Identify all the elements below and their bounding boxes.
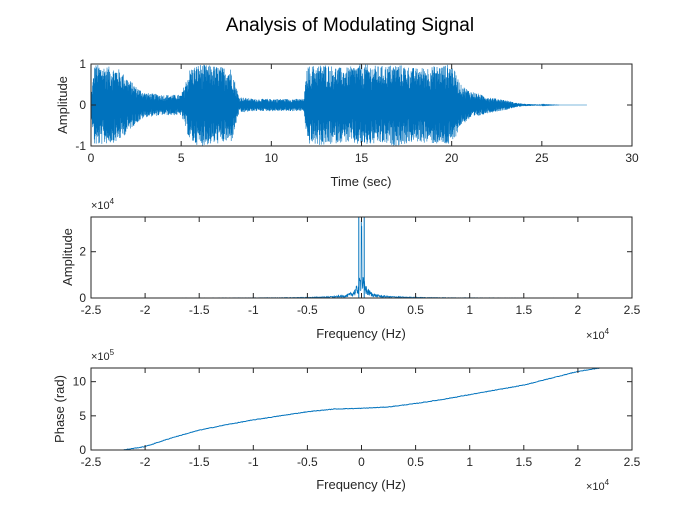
phase-spectrum-series: [122, 367, 601, 451]
x-tick-label: 0.5: [407, 455, 424, 469]
x-tick-label: 5: [178, 151, 185, 165]
time-domain-ylabel: Amplitude: [55, 76, 70, 134]
x-tick-label: 2: [575, 303, 582, 317]
magnitude-spectrum-y-exponent: ×104: [91, 197, 115, 212]
x-tick-label: 2.5: [624, 455, 641, 469]
magnitude-spectrum-x-exponent: ×104: [586, 327, 610, 342]
y-tick-label: 10: [73, 375, 87, 389]
figure-title: Analysis of Modulating Signal: [226, 15, 474, 36]
x-tick-label: 0: [358, 303, 365, 317]
x-tick-label: 0.5: [407, 303, 424, 317]
x-tick-label: 1.5: [515, 455, 532, 469]
x-tick-label: -2: [140, 455, 151, 469]
magnitude-spectrum-y-ticks: 02: [79, 245, 632, 305]
magnitude-spectrum-x-ticks: -2.5 -2 -1.5 -1 -0.5 0 0.5 1 1.5 2 2.5: [81, 217, 641, 317]
phase-spectrum-axes: -2.5 -2 -1.5 -1 -0.5 0 0.5 1 1.5 2 2.5 0 5 10 Freque…: [52, 348, 641, 493]
y-tick-label: 0: [79, 291, 86, 305]
y-tick-label: -1: [75, 139, 86, 153]
x-tick-label: 15: [355, 151, 369, 165]
x-tick-label: -2.5: [81, 303, 102, 317]
x-tick-label: 30: [625, 151, 639, 165]
time-domain-series: [90, 64, 587, 146]
time-domain-y-ticks: -1 0 1: [75, 57, 632, 153]
magnitude-spectrum-axes: -2.5 -2 -1.5 -1 -0.5 0 0.5 1 1.5 2 2.5 02 Frequenc…: [60, 197, 641, 342]
y-tick-label: 0: [79, 443, 86, 457]
x-tick-label: -1.5: [189, 455, 210, 469]
x-tick-label: -2.5: [81, 455, 102, 469]
x-tick-label: 2: [575, 455, 582, 469]
time-domain-xlabel: Time (sec): [331, 174, 392, 189]
y-tick-label: 2: [79, 245, 86, 259]
phase-spectrum-x-exponent: ×104: [586, 478, 610, 493]
y-tick-label: 1: [79, 57, 86, 71]
y-tick-label: 5: [79, 409, 86, 423]
magnitude-spectrum-ylabel: Amplitude: [60, 228, 75, 286]
time-domain-signal: [90, 64, 587, 146]
x-tick-label: -0.5: [297, 303, 318, 317]
x-tick-label: -1: [248, 303, 259, 317]
phase-spectrum-xlabel: Frequency (Hz): [316, 477, 406, 492]
x-tick-label: -0.5: [297, 455, 318, 469]
time-domain-axes: 0 5 10 15 20 25 30 -101 Time (sec) Amplitude: [55, 57, 639, 189]
x-tick-label: 1: [466, 303, 473, 317]
x-tick-label: 10: [265, 151, 279, 165]
x-tick-label: -2: [140, 303, 151, 317]
x-tick-label: 2.5: [624, 303, 641, 317]
x-tick-label: 1.5: [515, 303, 532, 317]
x-tick-label: 20: [445, 151, 459, 165]
phase-spectrum-line: [122, 367, 601, 451]
phase-spectrum-y-exponent: ×105: [91, 348, 115, 363]
x-tick-label: -1: [248, 455, 259, 469]
phase-spectrum-y-ticks: 0 5 10: [73, 375, 632, 457]
phase-spectrum-x-ticks: -2.5 -2 -1.5 -1 -0.5 0 0.5 1 1.5 2 2.5: [81, 368, 641, 469]
x-tick-label: 0: [88, 151, 95, 165]
x-tick-label: 25: [535, 151, 549, 165]
y-tick-label: 0: [79, 98, 86, 112]
phase-spectrum-ylabel: Phase (rad): [52, 375, 67, 443]
magnitude-spectrum-xlabel: Frequency (Hz): [316, 326, 406, 341]
time-domain-x-ticks: 0 5 10 15 20 25 30: [88, 64, 639, 165]
x-tick-label: 0: [358, 455, 365, 469]
x-tick-label: 1: [466, 455, 473, 469]
x-tick-label: -1.5: [189, 303, 210, 317]
